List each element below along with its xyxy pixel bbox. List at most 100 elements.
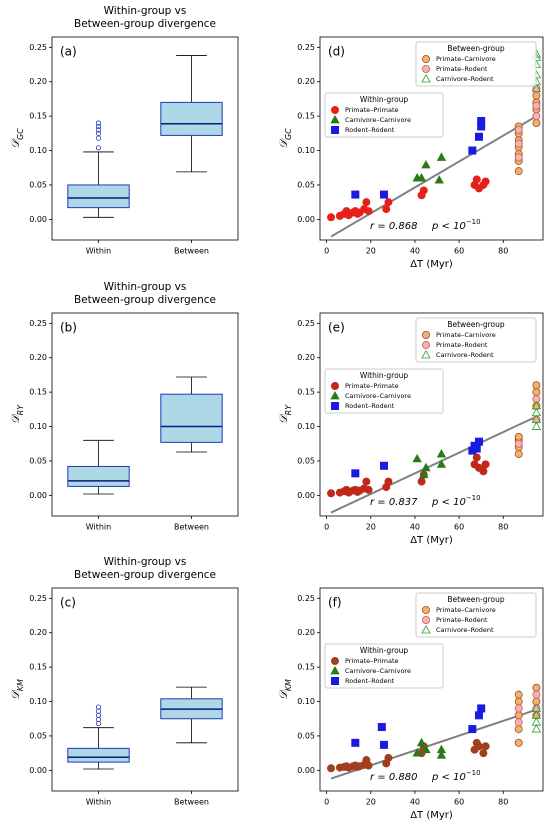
point [531,724,542,733]
chart-title: Between-group divergence [74,294,216,306]
point [330,106,339,115]
point [532,395,541,404]
x-tick-label: Between [174,523,209,532]
point [532,119,541,128]
legend-box [324,92,444,138]
y-tick-label: 0.25 [29,319,47,328]
y-axis-label-sub: GC [16,128,25,140]
y-axis-label-main: 𝒟 [9,413,22,424]
point [412,453,422,463]
point [532,101,541,110]
x-tick-label: 80 [498,523,508,532]
point [330,401,339,410]
outlier [95,704,102,710]
outlier [95,135,102,141]
point [421,159,431,169]
point [531,421,542,430]
x-tick-label: 0 [324,523,329,532]
legend-label: Primate–Primate [345,657,399,665]
y-tick-label: 0.20 [297,77,315,86]
legend-title: Within-group [360,371,409,380]
point [330,657,339,666]
point [330,677,339,686]
point [364,485,373,494]
point [364,207,373,216]
point [330,390,340,400]
point [532,388,541,397]
point [351,190,360,199]
chart-title: Within-group vs [104,5,187,17]
y-tick-label: 0.05 [29,456,47,465]
legend-label: Primate–Primate [345,382,399,390]
outlier [95,120,102,126]
y-tick-label: 0.20 [297,628,315,637]
y-axis-label-main: 𝒟 [277,138,290,149]
point [474,437,483,446]
y-axis-label: 𝒟GC [9,128,25,149]
point [436,449,447,458]
point [330,126,339,135]
legend-label: Carnivore–Rodent [436,351,494,359]
point [531,83,542,93]
point [421,606,430,615]
box [67,465,130,487]
p-annotation: p < 10−10 [431,494,481,508]
x-tick-label: 20 [366,523,376,532]
x-tick-label: 60 [454,798,464,807]
x-tick-label: 20 [366,247,376,256]
point [531,400,542,410]
point [419,469,429,479]
y-tick-label: 0.05 [29,180,47,189]
plot-frame [51,587,239,792]
y-axis-label: 𝒟GC [277,128,293,149]
point [514,125,523,134]
y-axis-label-main: 𝒟 [9,689,22,700]
point [514,697,523,706]
legend-label: Primate–Rodent [436,341,488,349]
plot-frame [51,312,239,517]
point [481,177,490,186]
y-axis-label: 𝒟RY [277,404,293,424]
point [477,116,486,125]
p-annotation-exp: −10 [466,769,481,777]
x-tick-label: 0 [324,798,329,807]
legend-box [415,592,537,638]
y-axis-label-sub: RY [16,404,25,416]
y-tick-label: 0.10 [297,422,315,431]
y-axis-label-main: 𝒟 [277,689,290,700]
point [364,761,373,770]
point [474,711,483,720]
point [330,114,340,124]
point [421,340,430,349]
x-axis-label: ΔT (Myr) [410,810,453,821]
y-axis-label: 𝒟KM [277,679,293,700]
point [362,477,371,486]
outlier [95,130,102,136]
point [436,750,447,759]
chart-title: Within-group vs [104,556,187,568]
point [382,205,391,214]
y-tick-label: 0.20 [29,77,47,86]
point [531,414,542,424]
y-axis-label: 𝒟RY [9,404,25,424]
y-axis-label-sub: GC [284,128,293,140]
y-tick-label: 0.25 [297,319,315,328]
panel-label: (b) [60,321,77,335]
box [67,184,130,209]
x-tick-label: Between [174,798,209,807]
point [380,740,389,749]
y-axis-label-sub: KM [16,679,25,691]
y-tick-label: 0.00 [297,215,315,224]
y-tick-label: 0.15 [29,388,47,397]
y-tick-label: 0.00 [29,491,47,500]
legend-title: Between-group [447,44,505,53]
point [384,753,393,762]
y-tick-label: 0.15 [29,663,47,672]
point [514,725,523,734]
legend-label: Rodent–Rodent [345,402,395,410]
point [479,467,488,476]
point [434,175,444,184]
x-axis-label: ΔT (Myr) [410,535,453,546]
legend-label: Primate–Primate [345,106,399,114]
